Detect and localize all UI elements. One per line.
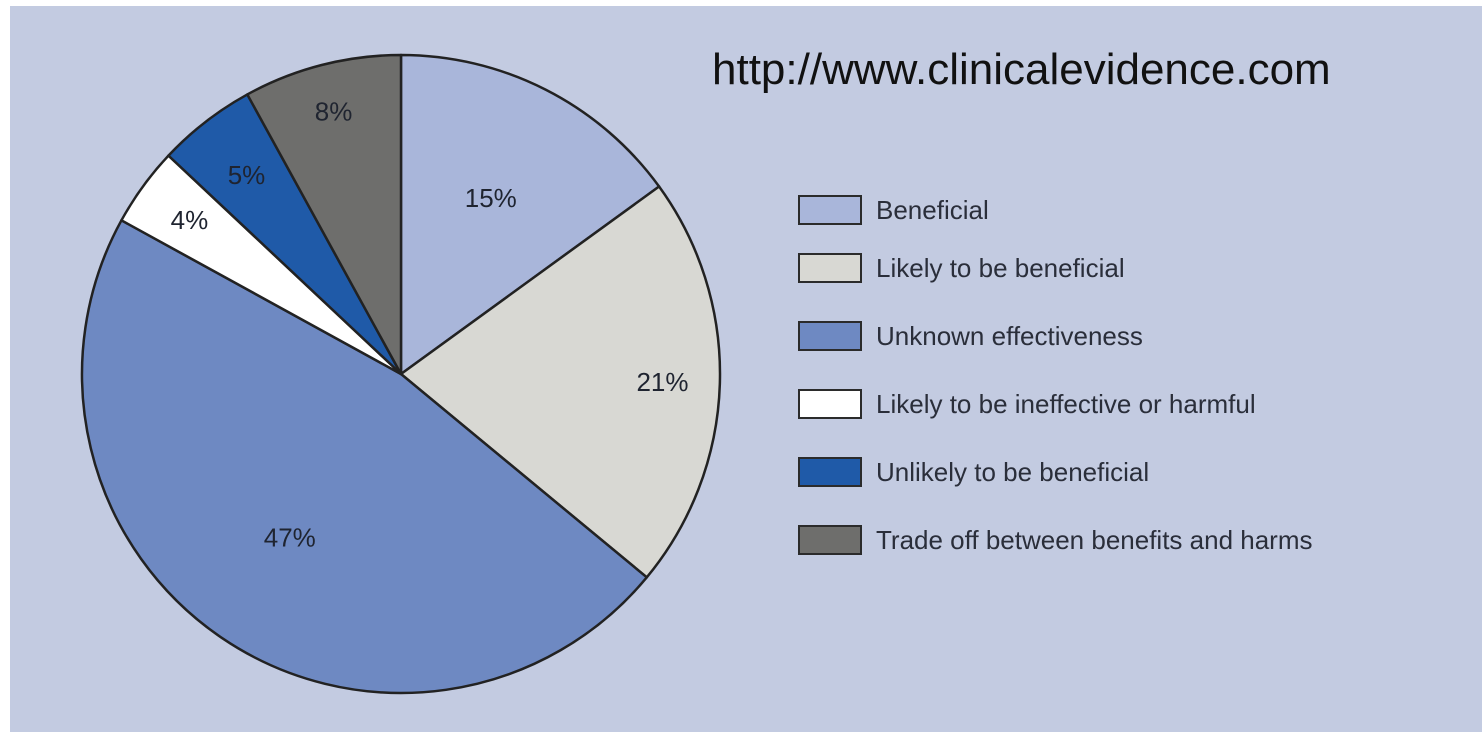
legend-item-beneficial: Beneficial [798, 186, 1478, 234]
legend-swatch-unlikely-to-be-beneficial [798, 457, 862, 487]
legend: Beneficial Likely to be beneficial Unknown… [798, 186, 1478, 574]
legend-item-unlikely-to-be-beneficial: Unlikely to be beneficial [798, 418, 1478, 506]
legend-item-unknown-effectiveness: Unknown effectiveness [798, 282, 1478, 370]
pie-label-likely-to-be-beneficial: 21% [636, 367, 688, 397]
legend-label-beneficial: Beneficial [876, 194, 989, 225]
legend-label-unlikely-to-be-beneficial: Unlikely to be beneficial [876, 456, 1150, 487]
pie-slices [80, 53, 722, 695]
legend-label-unknown-effectiveness: Unknown effectiveness [876, 320, 1143, 351]
legend-label-likely-to-be-beneficial: Likely to be beneficial [876, 252, 1125, 283]
pie-slice-likely-to-be-beneficial [399, 185, 722, 579]
legend-swatch-unknown-effectiveness [798, 321, 862, 351]
pie-value-labels: 15% 21% 47% 4% 5% 8% [171, 96, 689, 552]
legend-item-trade-off-between-benefits-and-harms: Trade off between benefits and harms [798, 486, 1478, 574]
legend-swatch-beneficial [798, 195, 862, 225]
legend-swatch-likely-to-be-ineffective-or-harmful [798, 389, 862, 419]
source-url[interactable]: http://www.clinicalevidence.com [712, 45, 1331, 94]
legend-item-likely-to-be-ineffective-or-harmful: Likely to be ineffective or harmful [798, 350, 1478, 438]
pie-label-likely-to-be-ineffective-or-harmful: 4% [171, 205, 209, 235]
legend-label-trade-off-between-benefits-and-harms: Trade off between benefits and harms [876, 524, 1313, 555]
pie-label-trade-off-between-benefits-and-harms: 8% [315, 96, 353, 126]
legend-label-likely-to-be-ineffective-or-harmful: Likely to be ineffective or harmful [876, 388, 1256, 419]
pie-slice-trade-off-between-benefits-and-harms [246, 53, 403, 376]
pie-slice-beneficial [399, 53, 661, 376]
pie-label-unknown-effectiveness: 47% [264, 523, 316, 553]
pie-label-beneficial: 15% [465, 183, 517, 213]
legend-item-likely-to-be-beneficial: Likely to be beneficial [798, 214, 1478, 302]
legend-swatch-trade-off-between-benefits-and-harms [798, 525, 862, 555]
pie-label-unlikely-to-be-beneficial: 5% [228, 160, 266, 190]
pie-slice-unknown-effectiveness [80, 219, 649, 695]
legend-swatch-likely-to-be-beneficial [798, 253, 862, 283]
